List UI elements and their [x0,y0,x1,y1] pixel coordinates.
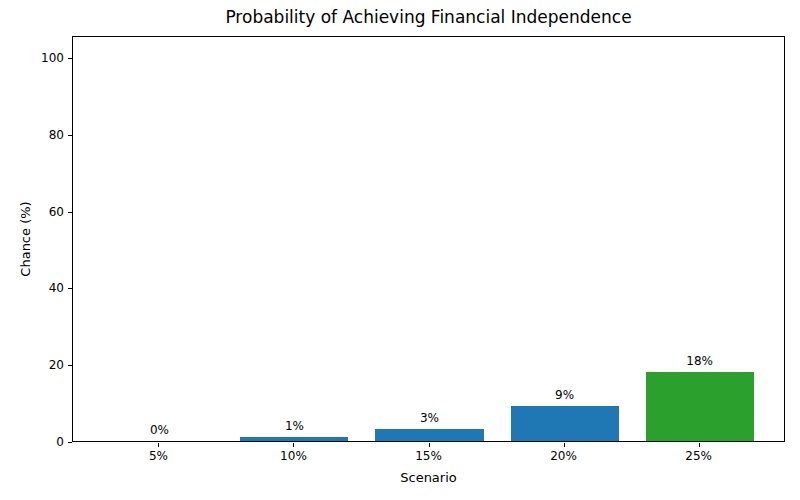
x-tick-mark [564,443,565,447]
y-tick-mark [68,365,72,366]
bar-value-label: 18% [686,354,713,368]
bar-value-label: 3% [420,411,439,425]
x-tick-mark [429,443,430,447]
x-tick-label: 25% [685,449,712,463]
x-axis-label: Scenario [72,470,785,485]
bar-value-label: 0% [150,423,169,437]
x-tick-label: 5% [149,449,168,463]
x-tick-mark [158,443,159,447]
y-tick-label: 80 [28,128,64,142]
y-tick-mark [68,212,72,213]
bar-15% [375,429,483,441]
y-tick-label: 0 [28,435,64,449]
y-tick-mark [68,135,72,136]
x-tick-label: 15% [415,449,442,463]
y-tick-mark [68,58,72,59]
bar-10% [240,437,348,441]
y-tick-label: 100 [28,51,64,65]
y-tick-mark [68,288,72,289]
bar-chart-figure: Probability of Achieving Financial Indep… [0,0,800,500]
plot-area: 0% 1% 3% 9% 18% [72,36,785,442]
bar-value-label: 1% [285,419,304,433]
x-tick-mark [699,443,700,447]
chart-title: Probability of Achieving Financial Indep… [72,7,785,27]
bar-25% [646,372,754,441]
bar-value-label: 9% [555,388,574,402]
bar-20% [511,406,619,441]
y-tick-mark [68,442,72,443]
y-tick-label: 60 [28,205,64,219]
x-tick-label: 20% [550,449,577,463]
y-tick-label: 40 [28,281,64,295]
y-tick-label: 20 [28,358,64,372]
x-tick-label: 10% [280,449,307,463]
x-tick-mark [293,443,294,447]
